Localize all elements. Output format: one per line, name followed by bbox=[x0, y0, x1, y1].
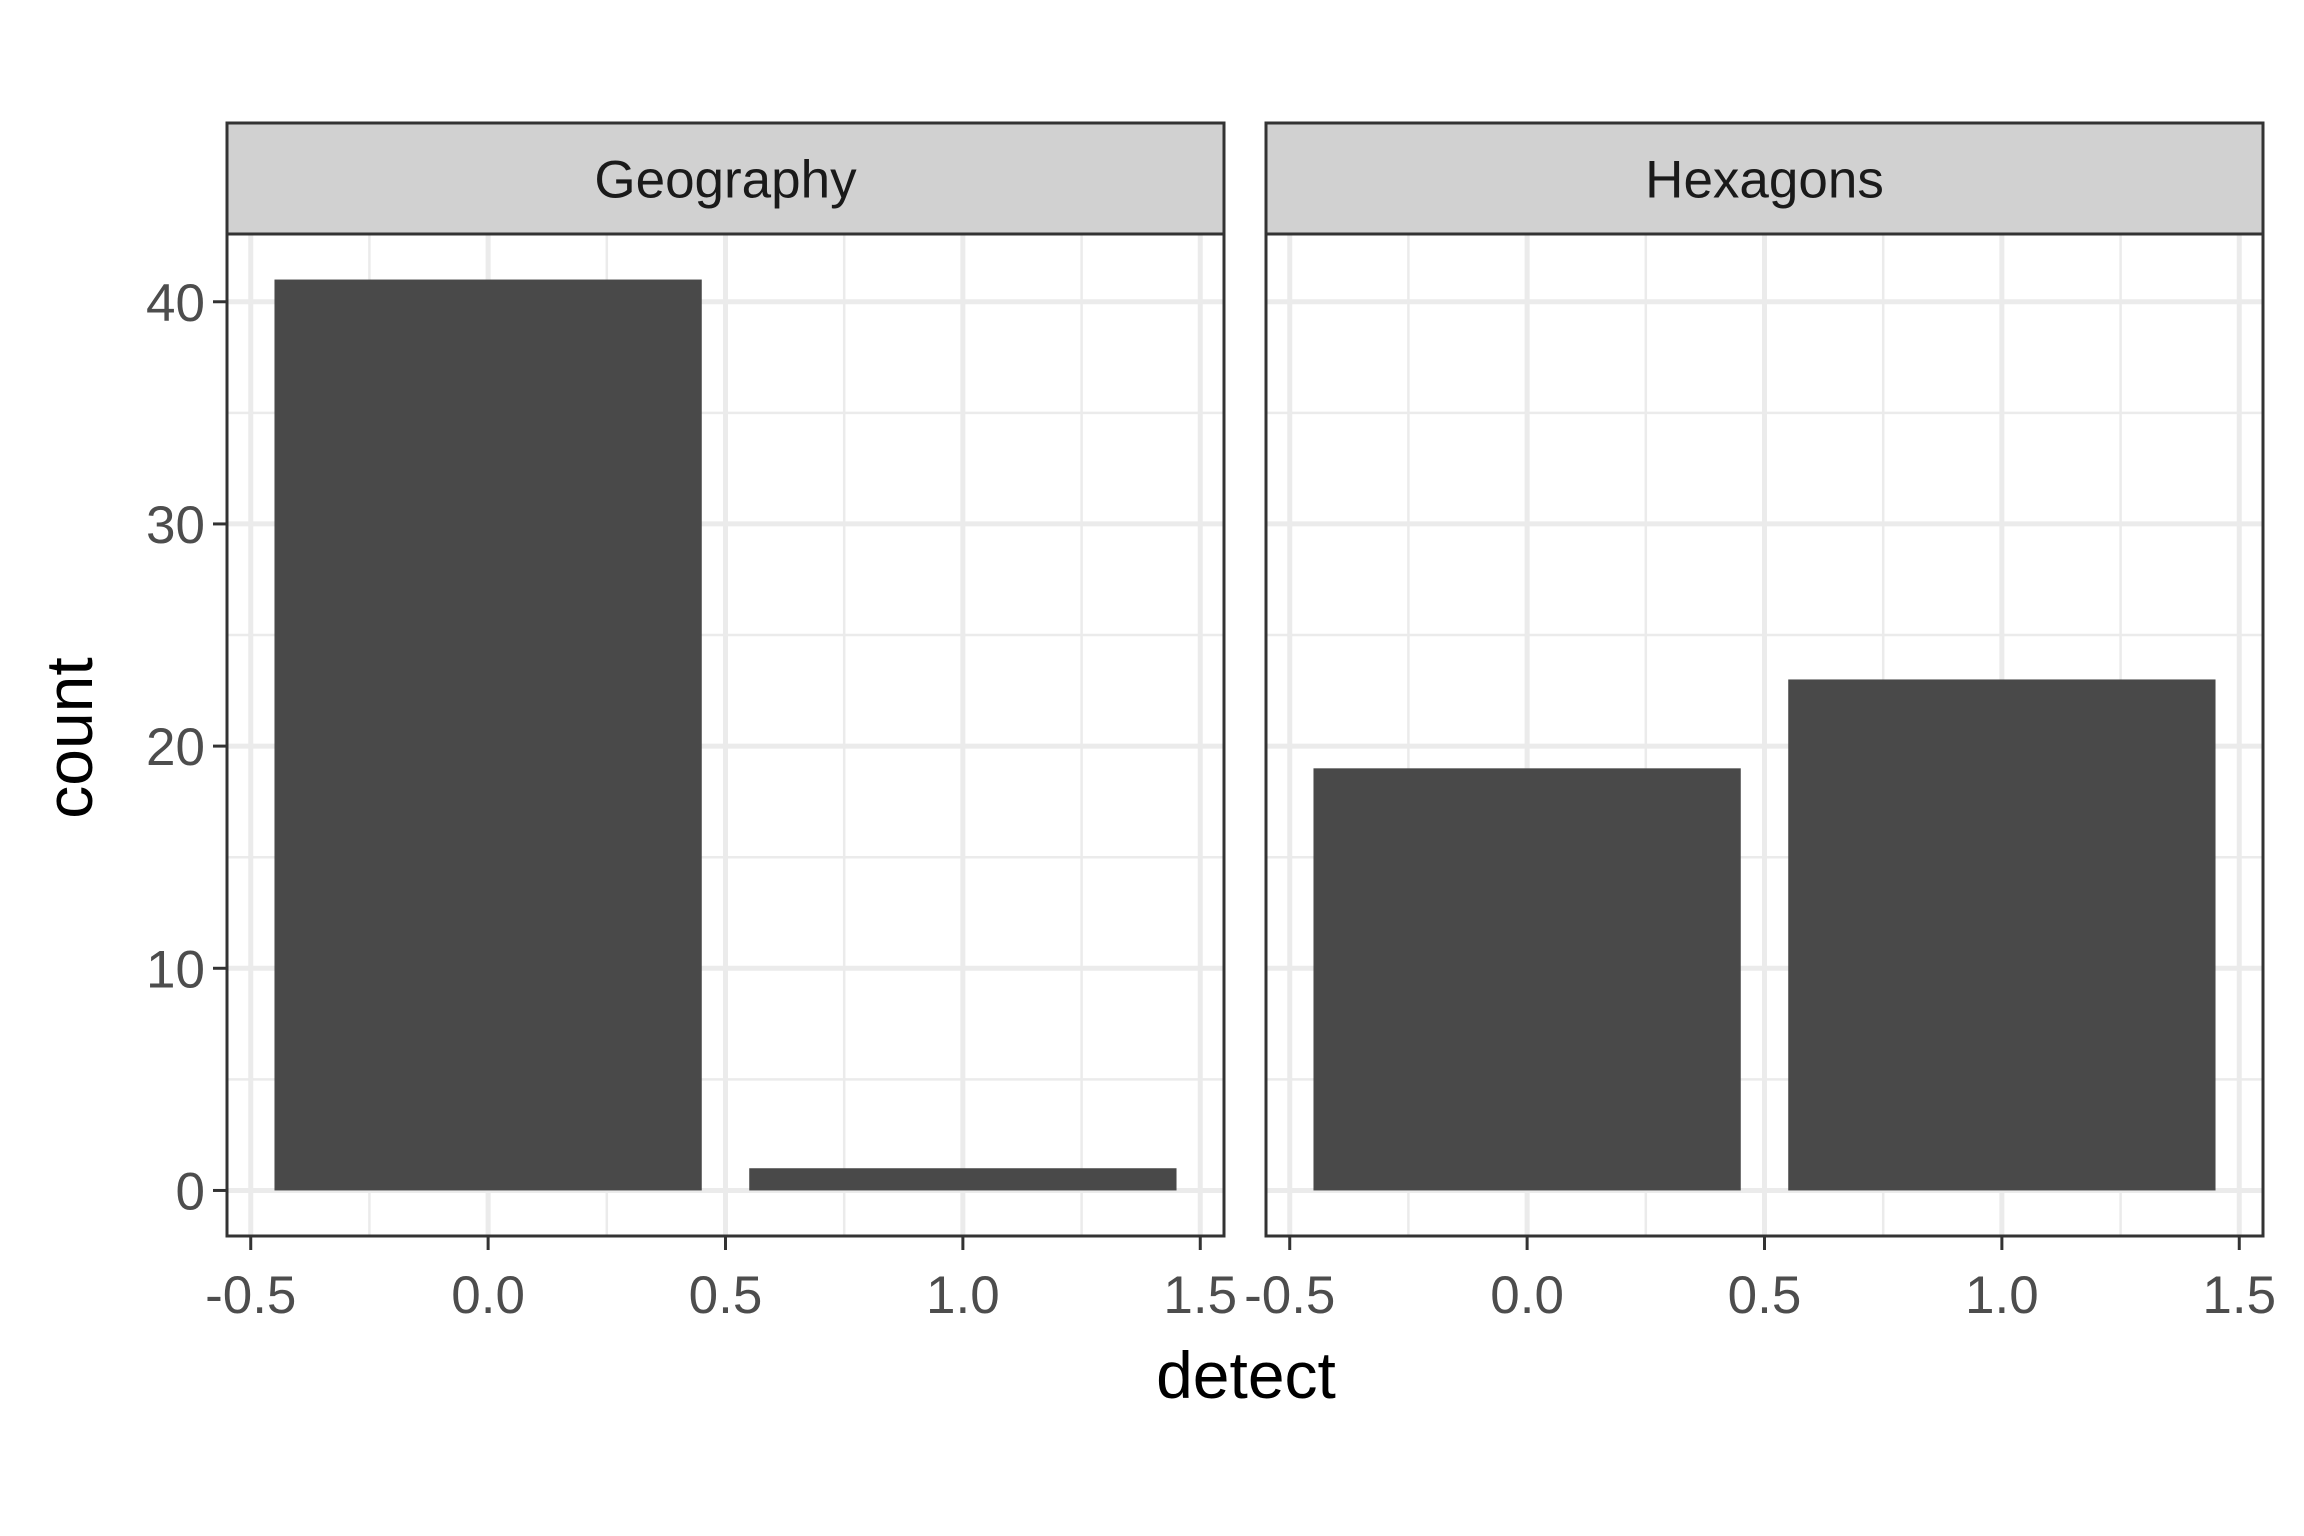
x-tick-label: -0.5 bbox=[205, 1266, 296, 1325]
bar-geography-0 bbox=[274, 279, 702, 1191]
x-tick-label: 1.5 bbox=[2202, 1266, 2276, 1325]
x-tick-label: 0.5 bbox=[689, 1266, 763, 1325]
x-tick-label: 0.0 bbox=[451, 1266, 525, 1325]
facet-panel-hexagons: Hexagons -0.5 0.0 0.5 1.0 1.5 bbox=[1244, 121, 2276, 1325]
facet-strip-label: Hexagons bbox=[1645, 151, 1884, 210]
x-tick-label: 1.0 bbox=[1965, 1266, 2039, 1325]
x-tick-label: 0.0 bbox=[1490, 1266, 1564, 1325]
y-tick-label: 10 bbox=[146, 940, 205, 999]
y-tick-label: 30 bbox=[146, 496, 205, 555]
x-tick-label: 1.0 bbox=[926, 1266, 1000, 1325]
y-axis-title: count bbox=[32, 657, 106, 818]
bar-hexagons-0 bbox=[1313, 768, 1741, 1191]
x-tick-label: -0.5 bbox=[1244, 1266, 1335, 1325]
facet-strip-label: Geography bbox=[594, 151, 857, 210]
facet-strip bbox=[225, 121, 1226, 236]
y-tick-label: 20 bbox=[146, 718, 205, 777]
x-tick-label: 0.5 bbox=[1728, 1266, 1802, 1325]
x-axis-title: detect bbox=[1156, 1338, 1336, 1412]
bar-hexagons-1 bbox=[1788, 679, 2216, 1191]
y-tick-label: 0 bbox=[176, 1162, 205, 1221]
x-tick-label: 1.5 bbox=[1163, 1266, 1237, 1325]
panels-layer: Geography -0.5 0.0 0.5 1.0 1.5 0 10 20 30 40 Hexago… bbox=[146, 121, 2276, 1325]
y-tick-label: 40 bbox=[146, 274, 205, 333]
bar-geography-1 bbox=[749, 1168, 1177, 1191]
facet-strip bbox=[1264, 121, 2265, 236]
facet-panel-geography: Geography -0.5 0.0 0.5 1.0 1.5 0 10 20 30 40 bbox=[146, 121, 1237, 1325]
